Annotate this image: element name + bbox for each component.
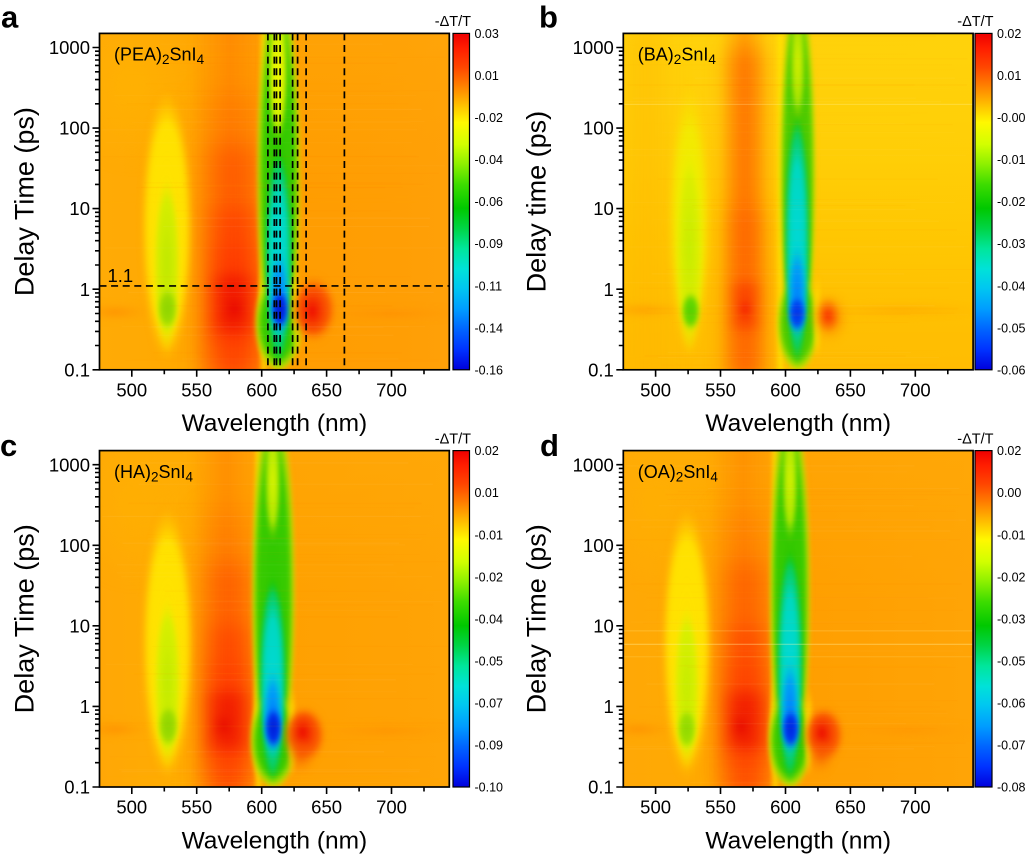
svg-text:700: 700 (900, 379, 931, 400)
svg-text:Delay Time (ps): Delay Time (ps) (10, 107, 40, 296)
svg-text:-0.05: -0.05 (997, 321, 1025, 335)
svg-text:-ΔT/T: -ΔT/T (435, 431, 471, 447)
svg-text:-0.02: -0.02 (475, 570, 504, 584)
svg-text:0.02: 0.02 (997, 27, 1021, 41)
svg-text:0.02: 0.02 (997, 444, 1021, 458)
svg-text:-0.06: -0.06 (997, 697, 1025, 711)
svg-text:Delay time (ps): Delay time (ps) (522, 111, 552, 293)
svg-text:100: 100 (583, 118, 614, 139)
svg-text:-ΔT/T: -ΔT/T (435, 14, 471, 30)
svg-text:1000: 1000 (573, 37, 614, 58)
svg-text:-0.01: -0.01 (475, 528, 504, 542)
svg-text:-0.05: -0.05 (997, 654, 1025, 668)
svg-text:(HA)2SnI4: (HA)2SnI4 (114, 462, 194, 485)
svg-text:500: 500 (640, 379, 671, 400)
svg-text:-0.03: -0.03 (997, 612, 1025, 626)
svg-text:1000: 1000 (573, 454, 614, 475)
svg-text:0.00: 0.00 (997, 486, 1021, 500)
svg-text:0.02: 0.02 (475, 444, 499, 458)
svg-text:Delay Time (ps): Delay Time (ps) (522, 524, 552, 713)
svg-text:550: 550 (705, 797, 736, 818)
svg-text:100: 100 (59, 535, 90, 556)
svg-text:-0.02: -0.02 (997, 195, 1025, 209)
svg-text:650: 650 (835, 797, 866, 818)
svg-text:1: 1 (80, 279, 90, 300)
svg-text:500: 500 (116, 379, 147, 400)
svg-text:-0.00: -0.00 (997, 111, 1025, 125)
svg-text:550: 550 (181, 379, 212, 400)
svg-text:550: 550 (705, 379, 736, 400)
svg-text:0.1: 0.1 (64, 359, 90, 380)
svg-text:c: c (0, 428, 17, 463)
svg-text:650: 650 (835, 379, 866, 400)
svg-text:700: 700 (376, 379, 407, 400)
svg-text:600: 600 (246, 379, 277, 400)
svg-text:700: 700 (376, 797, 407, 818)
svg-text:Wavelength (nm): Wavelength (nm) (705, 410, 891, 437)
svg-text:1000: 1000 (49, 454, 90, 475)
svg-text:10: 10 (69, 198, 90, 219)
svg-text:Delay Time (ps): Delay Time (ps) (10, 524, 40, 713)
svg-text:-0.07: -0.07 (997, 739, 1025, 753)
svg-text:-0.04: -0.04 (997, 279, 1025, 293)
svg-text:0.1: 0.1 (588, 359, 614, 380)
svg-text:(PEA)2SnI4: (PEA)2SnI4 (114, 45, 205, 68)
svg-text:1000: 1000 (49, 37, 90, 58)
svg-text:0.01: 0.01 (475, 486, 499, 500)
svg-text:650: 650 (311, 797, 342, 818)
svg-text:-0.01: -0.01 (997, 153, 1025, 167)
svg-text:500: 500 (116, 797, 147, 818)
svg-text:-0.02: -0.02 (997, 570, 1025, 584)
svg-text:550: 550 (181, 797, 212, 818)
svg-text:1: 1 (604, 279, 614, 300)
svg-text:b: b (539, 0, 558, 35)
svg-text:500: 500 (640, 797, 671, 818)
svg-text:-0.10: -0.10 (475, 781, 504, 795)
svg-text:-0.09: -0.09 (475, 237, 504, 251)
svg-text:a: a (1, 0, 19, 35)
svg-text:Wavelength (nm): Wavelength (nm) (182, 410, 368, 437)
svg-text:-ΔT/T: -ΔT/T (957, 14, 993, 30)
svg-text:-0.16: -0.16 (475, 363, 504, 377)
svg-text:-0.11: -0.11 (475, 279, 503, 293)
svg-text:-0.06: -0.06 (997, 363, 1025, 377)
svg-text:-0.07: -0.07 (475, 697, 504, 711)
svg-text:10: 10 (593, 615, 614, 636)
svg-text:0.01: 0.01 (997, 69, 1021, 83)
svg-text:0.03: 0.03 (475, 27, 499, 41)
svg-text:100: 100 (59, 118, 90, 139)
svg-text:-0.02: -0.02 (475, 111, 504, 125)
svg-text:0.1: 0.1 (64, 777, 90, 798)
svg-text:600: 600 (246, 797, 277, 818)
svg-text:-0.14: -0.14 (475, 321, 504, 335)
svg-text:10: 10 (593, 198, 614, 219)
svg-text:0.1: 0.1 (588, 777, 614, 798)
svg-text:650: 650 (311, 379, 342, 400)
svg-text:-ΔT/T: -ΔT/T (957, 431, 993, 447)
svg-text:0.01: 0.01 (475, 69, 499, 83)
svg-text:-0.04: -0.04 (475, 612, 504, 626)
svg-text:(BA)2SnI4: (BA)2SnI4 (638, 45, 717, 68)
svg-text:10: 10 (69, 615, 90, 636)
svg-text:1: 1 (80, 696, 90, 717)
svg-text:-0.01: -0.01 (997, 528, 1025, 542)
svg-text:-0.06: -0.06 (475, 195, 504, 209)
svg-text:600: 600 (770, 379, 801, 400)
svg-text:-0.05: -0.05 (475, 654, 504, 668)
svg-text:Wavelength (nm): Wavelength (nm) (705, 827, 891, 854)
svg-text:-0.09: -0.09 (475, 739, 504, 753)
svg-text:(OA)2SnI4: (OA)2SnI4 (638, 462, 719, 485)
svg-text:-0.08: -0.08 (997, 781, 1025, 795)
svg-text:100: 100 (583, 535, 614, 556)
svg-text:700: 700 (900, 797, 931, 818)
svg-text:-0.03: -0.03 (997, 237, 1025, 251)
svg-text:Wavelength (nm): Wavelength (nm) (182, 827, 368, 854)
svg-text:600: 600 (770, 797, 801, 818)
svg-text:1: 1 (604, 696, 614, 717)
svg-text:1.1: 1.1 (108, 265, 134, 286)
svg-text:d: d (540, 428, 559, 463)
svg-text:-0.04: -0.04 (475, 153, 504, 167)
